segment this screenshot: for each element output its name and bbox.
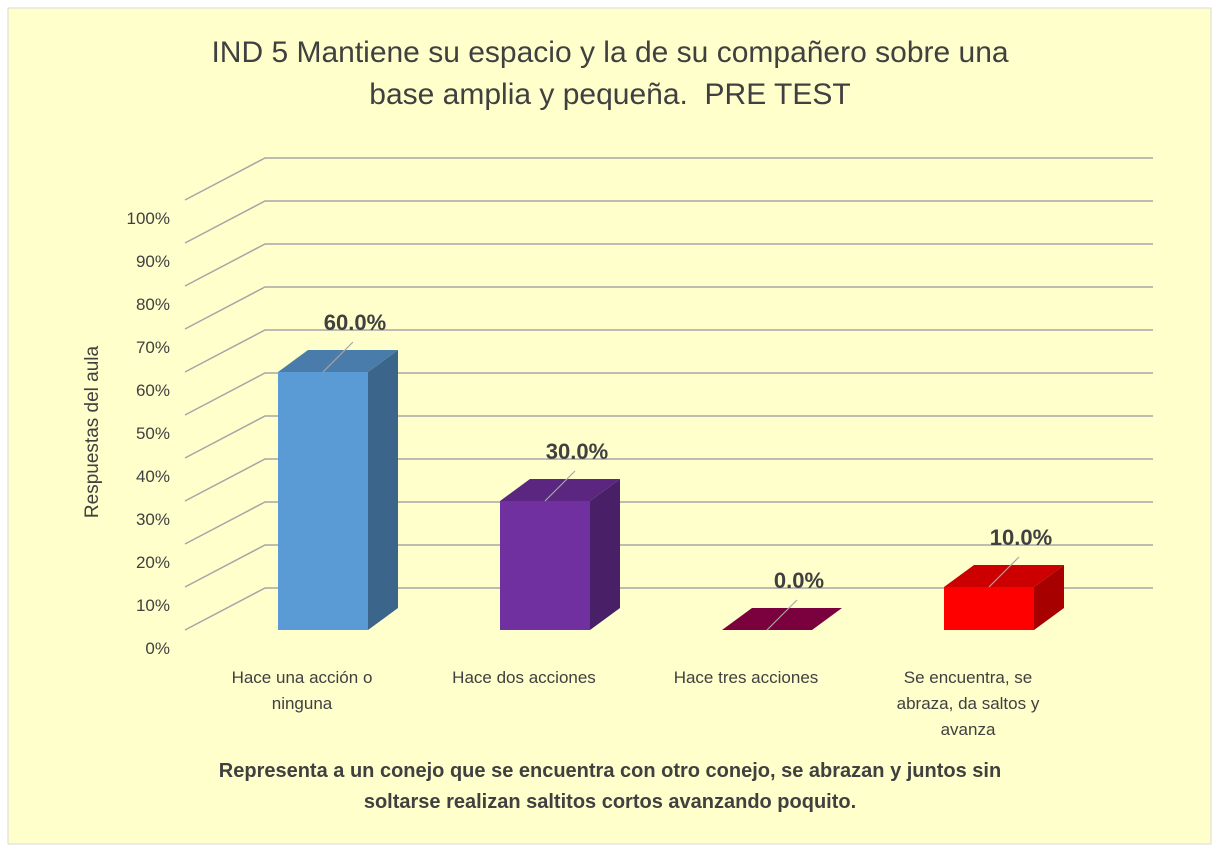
leader-line	[544, 470, 576, 502]
bar	[944, 565, 1064, 630]
y-tick-label: 20%	[136, 553, 170, 572]
data-label: 30.0%	[546, 439, 608, 464]
leader-line	[766, 599, 798, 631]
x-tick-label: Se encuentra, se abraza, da saltos y avanz…	[897, 668, 1040, 739]
leader-line	[322, 341, 354, 373]
y-tick-label: 100%	[127, 209, 170, 228]
chart-area	[7, 7, 1212, 845]
bar-top	[500, 479, 620, 501]
bar-top	[944, 565, 1064, 587]
grid-line	[184, 286, 1153, 330]
grid-line	[184, 458, 1153, 502]
y-tick-label: 90%	[136, 252, 170, 271]
bar-front	[278, 372, 368, 630]
grid-line	[184, 372, 1153, 416]
x-tick-label: Hace dos acciones	[452, 668, 596, 687]
grid-line	[184, 243, 1153, 287]
grid-line	[184, 157, 1153, 201]
y-tick-label: 40%	[136, 467, 170, 486]
y-tick-label: 60%	[136, 381, 170, 400]
grid-line	[184, 329, 1153, 373]
bar-side	[1034, 565, 1064, 630]
y-tick-label: 10%	[136, 596, 170, 615]
leader-line	[988, 556, 1020, 588]
bar-front	[944, 587, 1034, 630]
bar-side	[368, 350, 398, 630]
bar	[500, 479, 620, 630]
y-tick-label: 0%	[145, 639, 170, 658]
grid-line	[184, 587, 1153, 631]
grid-line	[184, 200, 1153, 244]
x-axis-label: Representa a un conejo que se encuentra …	[219, 760, 1001, 813]
y-tick-label: 80%	[136, 295, 170, 314]
bar-top	[278, 350, 398, 372]
bar-top	[722, 608, 842, 630]
bar-side	[590, 479, 620, 630]
data-label: 0.0%	[774, 568, 824, 593]
y-axis-label: Respuestas del aula	[82, 345, 103, 518]
y-tick-label: 50%	[136, 424, 170, 443]
data-label: 60.0%	[324, 310, 386, 335]
grid-line	[184, 501, 1153, 545]
y-tick-label: 70%	[136, 338, 170, 357]
bar	[278, 350, 398, 630]
x-tick-label: Hace una acción o ninguna	[232, 668, 373, 713]
bar-front	[500, 501, 590, 630]
grid-line	[184, 544, 1153, 588]
bar	[722, 608, 842, 630]
data-label: 10.0%	[990, 525, 1052, 550]
grid-line	[184, 415, 1153, 459]
y-tick-label: 30%	[136, 510, 170, 529]
chart-title: IND 5 Mantiene su espacio y la de su com…	[211, 36, 1008, 111]
x-tick-label: Hace tres acciones	[674, 668, 819, 687]
